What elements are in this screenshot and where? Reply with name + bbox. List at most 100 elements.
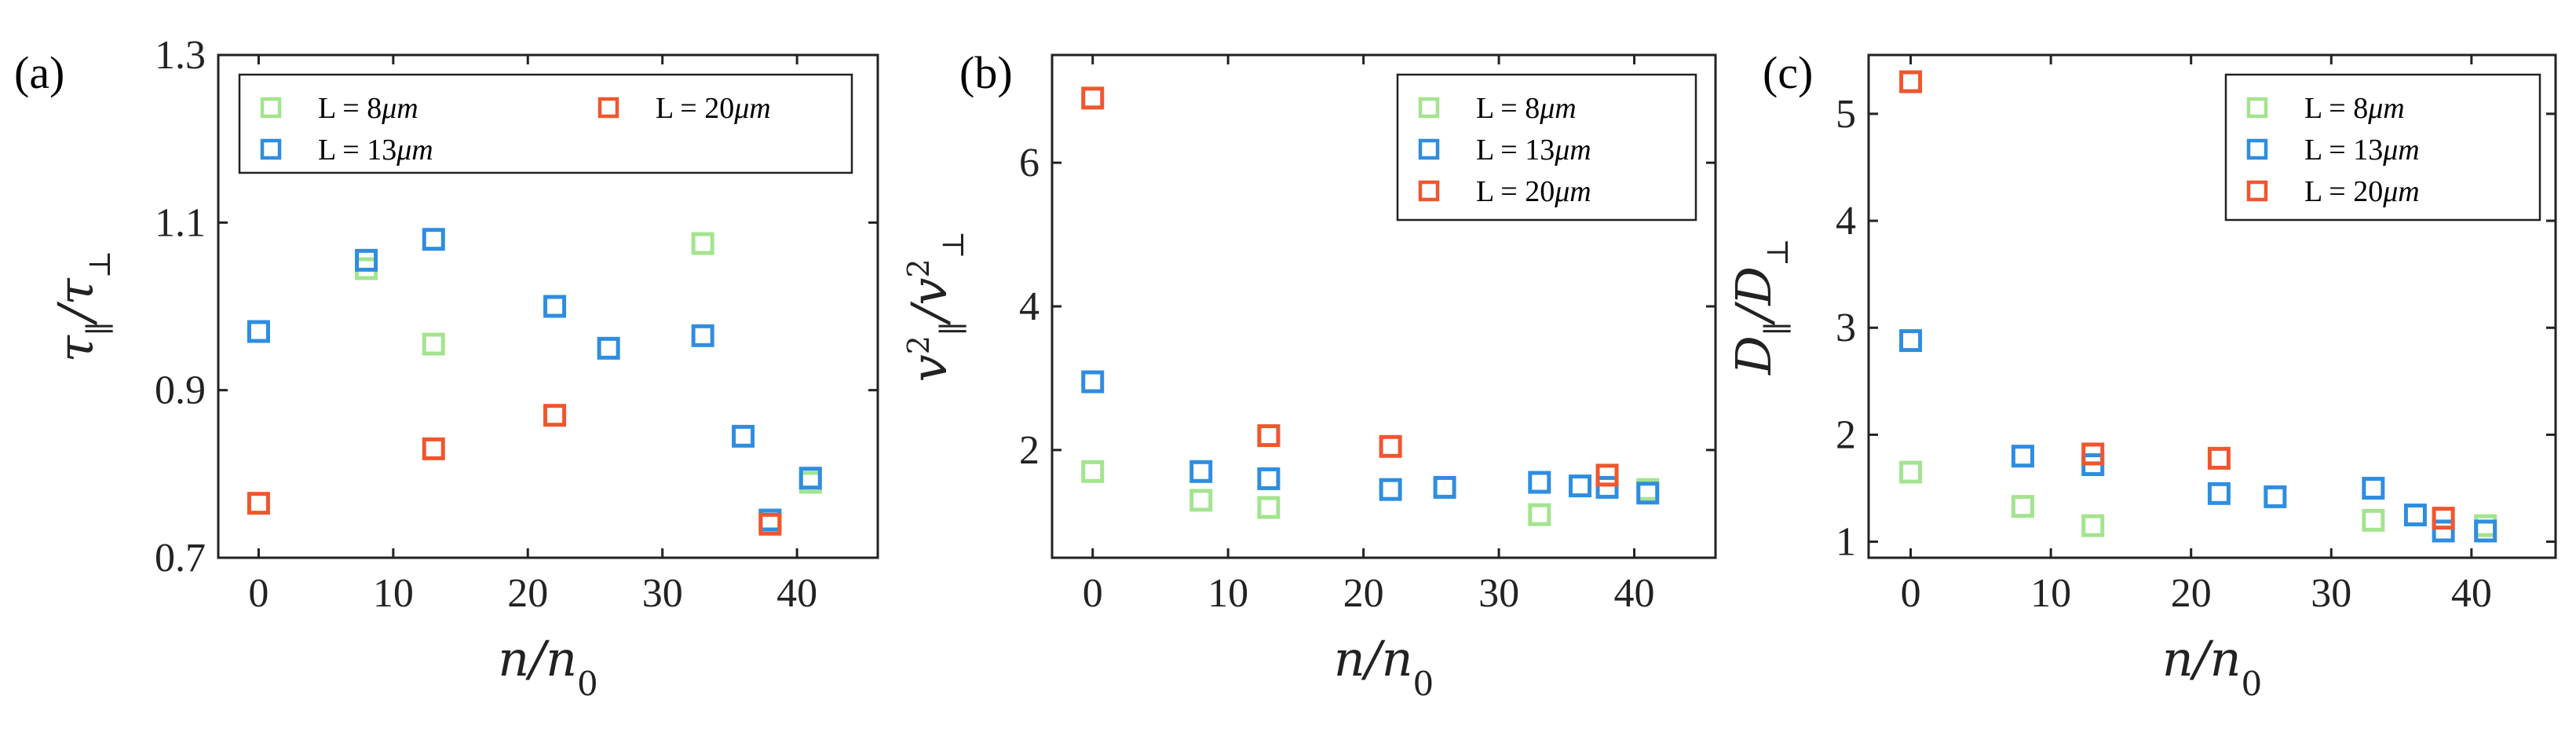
data-point xyxy=(1636,482,1660,505)
y-label-sep: /τ xyxy=(47,277,104,326)
data-point xyxy=(422,437,445,460)
legend-marker xyxy=(2246,180,2268,202)
data-point xyxy=(247,320,270,343)
x-tick-label: 10 xyxy=(373,571,414,616)
data-point xyxy=(732,424,755,448)
legend: L = 8μm L = 13μm L = 20μm xyxy=(2224,73,2541,222)
x-tick-label: 20 xyxy=(507,571,548,616)
data-point xyxy=(1257,424,1281,448)
panel-letter: (b) xyxy=(959,47,1013,98)
y-tick-label: 1.3 xyxy=(155,33,206,78)
legend-label: L = 8μm xyxy=(2304,92,2405,125)
data-point xyxy=(1189,489,1213,512)
x-tick-label: 40 xyxy=(1614,571,1655,616)
data-point xyxy=(2207,446,2231,470)
y-label-sup: 2 xyxy=(901,258,936,277)
data-point xyxy=(1899,460,1923,484)
y-label-sub: ⊥ xyxy=(82,251,117,279)
legend-label: L = 8μm xyxy=(318,92,418,125)
legend-unit: μm xyxy=(2382,175,2420,208)
y-tick-label: 4 xyxy=(1836,199,1856,244)
y-label-main: v xyxy=(901,354,958,382)
x-tick-label: 0 xyxy=(1083,571,1103,616)
legend-marker xyxy=(597,97,619,119)
y-tick-label: 1 xyxy=(1836,520,1856,565)
y-label-sup: 2 xyxy=(901,335,936,354)
data-point xyxy=(1379,434,1402,458)
data-point xyxy=(247,320,270,343)
y-axis-label: τ∥/τ⊥ xyxy=(47,251,117,363)
legend-marker xyxy=(2246,138,2268,160)
legend: L = 8μm L = 13μm L = 20μm xyxy=(238,73,853,174)
legend-marker xyxy=(1418,97,1440,119)
data-point xyxy=(1528,503,1551,526)
legend-label: L = 13μm xyxy=(1476,134,1591,167)
legend-label: L = 8μm xyxy=(1476,92,1577,125)
legend-box xyxy=(238,73,853,174)
x-tick-label: 0 xyxy=(1901,571,1921,616)
panel-letter: (c) xyxy=(1763,47,1813,98)
data-point xyxy=(2081,514,2105,537)
x-tick-label: 10 xyxy=(1208,571,1248,616)
legend-box xyxy=(2224,73,2541,222)
data-point xyxy=(1433,475,1456,499)
y-label-main: τ xyxy=(47,334,104,362)
data-point xyxy=(758,512,782,536)
y-tick-label: 2 xyxy=(1019,428,1040,473)
data-point xyxy=(597,336,620,360)
legend-marker xyxy=(260,138,282,160)
data-point xyxy=(2474,514,2497,537)
legend-unit: μm xyxy=(2367,92,2405,125)
series-3 xyxy=(1081,86,1619,487)
y-axis-label: v2∥/v2⊥ xyxy=(901,231,970,383)
data-point xyxy=(2432,507,2455,530)
series-3 xyxy=(247,404,782,536)
data-point xyxy=(1379,478,1402,501)
y-tick-label: 2 xyxy=(1836,412,1856,457)
legend-unit: μm xyxy=(1539,92,1577,125)
legend-label: L = 13μm xyxy=(318,134,433,167)
y-label-sub: ⊥ xyxy=(1760,238,1795,266)
data-point xyxy=(543,404,567,427)
legend-unit: μm xyxy=(1554,175,1591,208)
panel-letter: (a) xyxy=(14,47,64,98)
data-point xyxy=(1189,460,1213,483)
data-point xyxy=(422,332,445,356)
y-axis-label: D∥/D⊥ xyxy=(1725,238,1795,375)
data-point xyxy=(422,228,445,251)
series-2 xyxy=(1899,329,2497,543)
data-point xyxy=(1081,460,1105,483)
x-axis-label: n/n0 xyxy=(498,630,597,703)
data-point xyxy=(2011,495,2034,518)
data-point xyxy=(1528,471,1551,494)
legend-marker xyxy=(2246,97,2268,119)
plot-frame xyxy=(217,53,879,559)
data-point xyxy=(1569,474,1592,498)
x-tick-label: 30 xyxy=(1478,571,1519,616)
legend-label: L = 20μm xyxy=(2304,175,2420,208)
y-tick-label: 6 xyxy=(1019,141,1040,185)
x-tick-label: 40 xyxy=(776,571,817,616)
data-point xyxy=(2264,485,2287,508)
x-axis-label-subscript: 0 xyxy=(577,665,598,703)
data-point xyxy=(1257,467,1281,490)
y-label-sep: /v xyxy=(901,278,958,326)
data-point xyxy=(1081,370,1105,394)
data-point xyxy=(2403,504,2427,527)
x-tick-label: 10 xyxy=(2030,571,2071,616)
legend-label: L = 20μm xyxy=(656,92,771,125)
series-2 xyxy=(247,228,822,532)
y-tick-label: 4 xyxy=(1019,284,1040,329)
data-point xyxy=(1257,496,1281,519)
x-tick-label: 20 xyxy=(1343,571,1384,616)
data-point xyxy=(1081,86,1105,110)
series-3 xyxy=(1899,70,2455,530)
legend-marker xyxy=(260,97,282,119)
y-tick-label: 3 xyxy=(1836,306,1856,350)
data-point xyxy=(2362,508,2385,532)
y-tick-label: 0.7 xyxy=(155,536,206,581)
legend-unit: μm xyxy=(381,92,418,125)
y-tick-label: 1.1 xyxy=(155,200,206,245)
